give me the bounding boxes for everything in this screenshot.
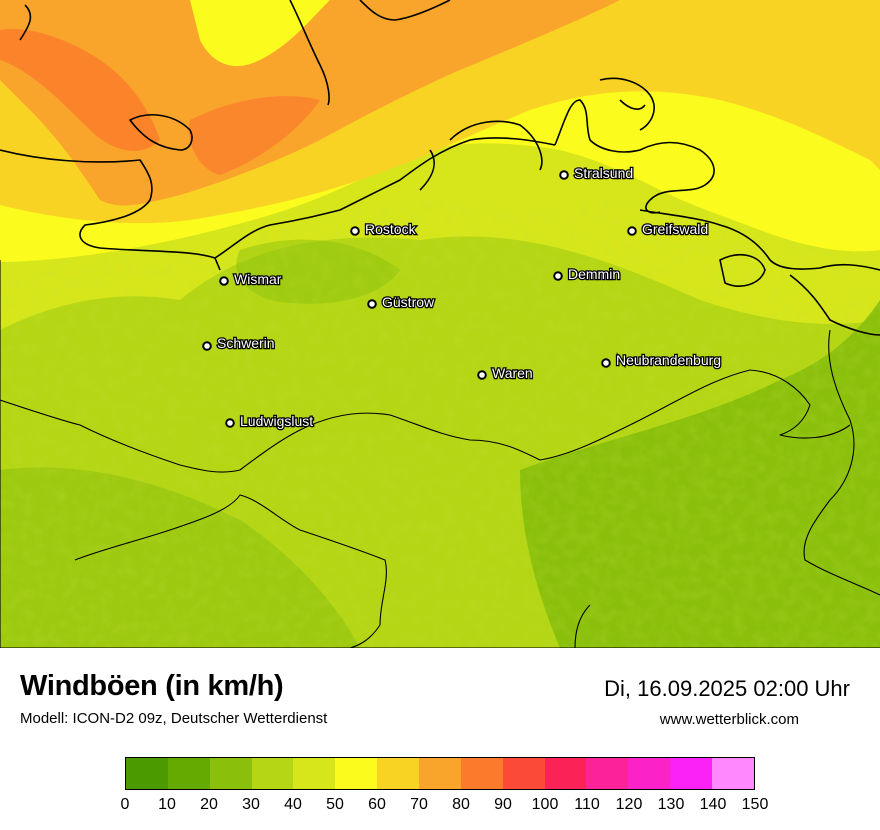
city-markers: Stralsund Rostock Greifswald Wismar Demm… xyxy=(202,164,722,430)
city-label-ludwigslust: Ludwigslust xyxy=(240,413,313,429)
legend-swatch xyxy=(251,758,294,789)
legend-tick-label: 140 xyxy=(699,796,727,813)
city-label-waren: Waren xyxy=(492,365,533,381)
legend-swatch xyxy=(502,758,545,789)
legend-tick-label: 60 xyxy=(368,796,386,813)
legend-tick-label: 110 xyxy=(574,796,600,813)
legend-tick-label: 0 xyxy=(120,796,130,813)
legend-swatch xyxy=(712,758,754,789)
city-waren: Waren xyxy=(477,364,534,382)
legend-swatch xyxy=(209,758,252,789)
field-texture xyxy=(0,200,880,648)
field-60-70-east xyxy=(760,0,880,170)
legend-swatch xyxy=(586,758,629,789)
legend-tick-label: 20 xyxy=(200,796,218,813)
city-label-greifswald: Greifswald xyxy=(642,221,708,237)
legend-tick-label: 90 xyxy=(494,796,512,813)
forecast-datetime: Di, 16.09.2025 02:00 Uhr xyxy=(604,676,850,701)
legend-tick-label: 120 xyxy=(615,796,643,813)
legend-tick-label: 50 xyxy=(326,796,344,813)
legend-tick-label: 150 xyxy=(741,796,769,813)
legend-swatch xyxy=(460,758,503,789)
legend-tick-label: 130 xyxy=(657,796,685,813)
city-label-stralsund: Stralsund xyxy=(574,165,633,181)
city-greifswald: Greifswald xyxy=(627,220,709,238)
city-label-wismar: Wismar xyxy=(234,271,282,287)
legend-swatch xyxy=(419,758,461,789)
legend-swatch xyxy=(377,758,420,789)
city-demmin: Demmin xyxy=(553,265,621,283)
legend-tick-label: 40 xyxy=(284,796,302,813)
legend-swatch xyxy=(293,758,336,789)
legend-swatch xyxy=(670,758,713,789)
city-rostock: Rostock xyxy=(350,220,418,238)
legend-swatch xyxy=(126,758,168,789)
legend-swatch xyxy=(544,758,587,789)
city-guestrow: Güstrow xyxy=(367,293,436,311)
city-label-demmin: Demmin xyxy=(568,266,620,282)
city-label-schwerin: Schwerin xyxy=(217,335,275,351)
city-label-rostock: Rostock xyxy=(365,221,417,237)
field-70-80-deep2 xyxy=(189,96,320,175)
legend-tick-label: 100 xyxy=(531,796,559,813)
legend-tick-label: 30 xyxy=(242,796,260,813)
wind-gust-map: Stralsund Rostock Greifswald Wismar Demm… xyxy=(0,0,880,648)
legend-swatch xyxy=(335,758,378,789)
color-legend xyxy=(125,757,755,790)
map-title: Windböen (in km/h) xyxy=(20,670,284,702)
legend-tick-label: 80 xyxy=(452,796,470,813)
legend-tick-label: 10 xyxy=(158,796,176,813)
legend-tick-label: 70 xyxy=(410,796,428,813)
field-60-70-nw xyxy=(190,0,330,67)
legend-swatch xyxy=(628,758,671,789)
legend-ticks: 0 10 20 30 40 50 60 70 80 90 100 110 120 130 140 150 xyxy=(121,796,769,816)
city-neubrandenburg: Neubrandenburg xyxy=(601,351,722,369)
city-ludwigslust: Ludwigslust xyxy=(225,412,315,430)
field-70-80-deep xyxy=(0,29,160,151)
model-subtitle: Modell: ICON-D2 09z, Deutscher Wetterdie… xyxy=(20,710,328,727)
city-wismar: Wismar xyxy=(219,270,283,288)
city-schwerin: Schwerin xyxy=(202,334,276,352)
city-stralsund: Stralsund xyxy=(559,164,634,182)
coastlines xyxy=(0,0,880,336)
border-lines xyxy=(0,260,880,648)
legend-swatch xyxy=(167,758,210,789)
city-label-guestrow: Güstrow xyxy=(382,294,435,310)
city-label-neubrandenburg: Neubrandenburg xyxy=(616,352,721,368)
website-link[interactable]: www.wetterblick.com xyxy=(659,711,799,728)
